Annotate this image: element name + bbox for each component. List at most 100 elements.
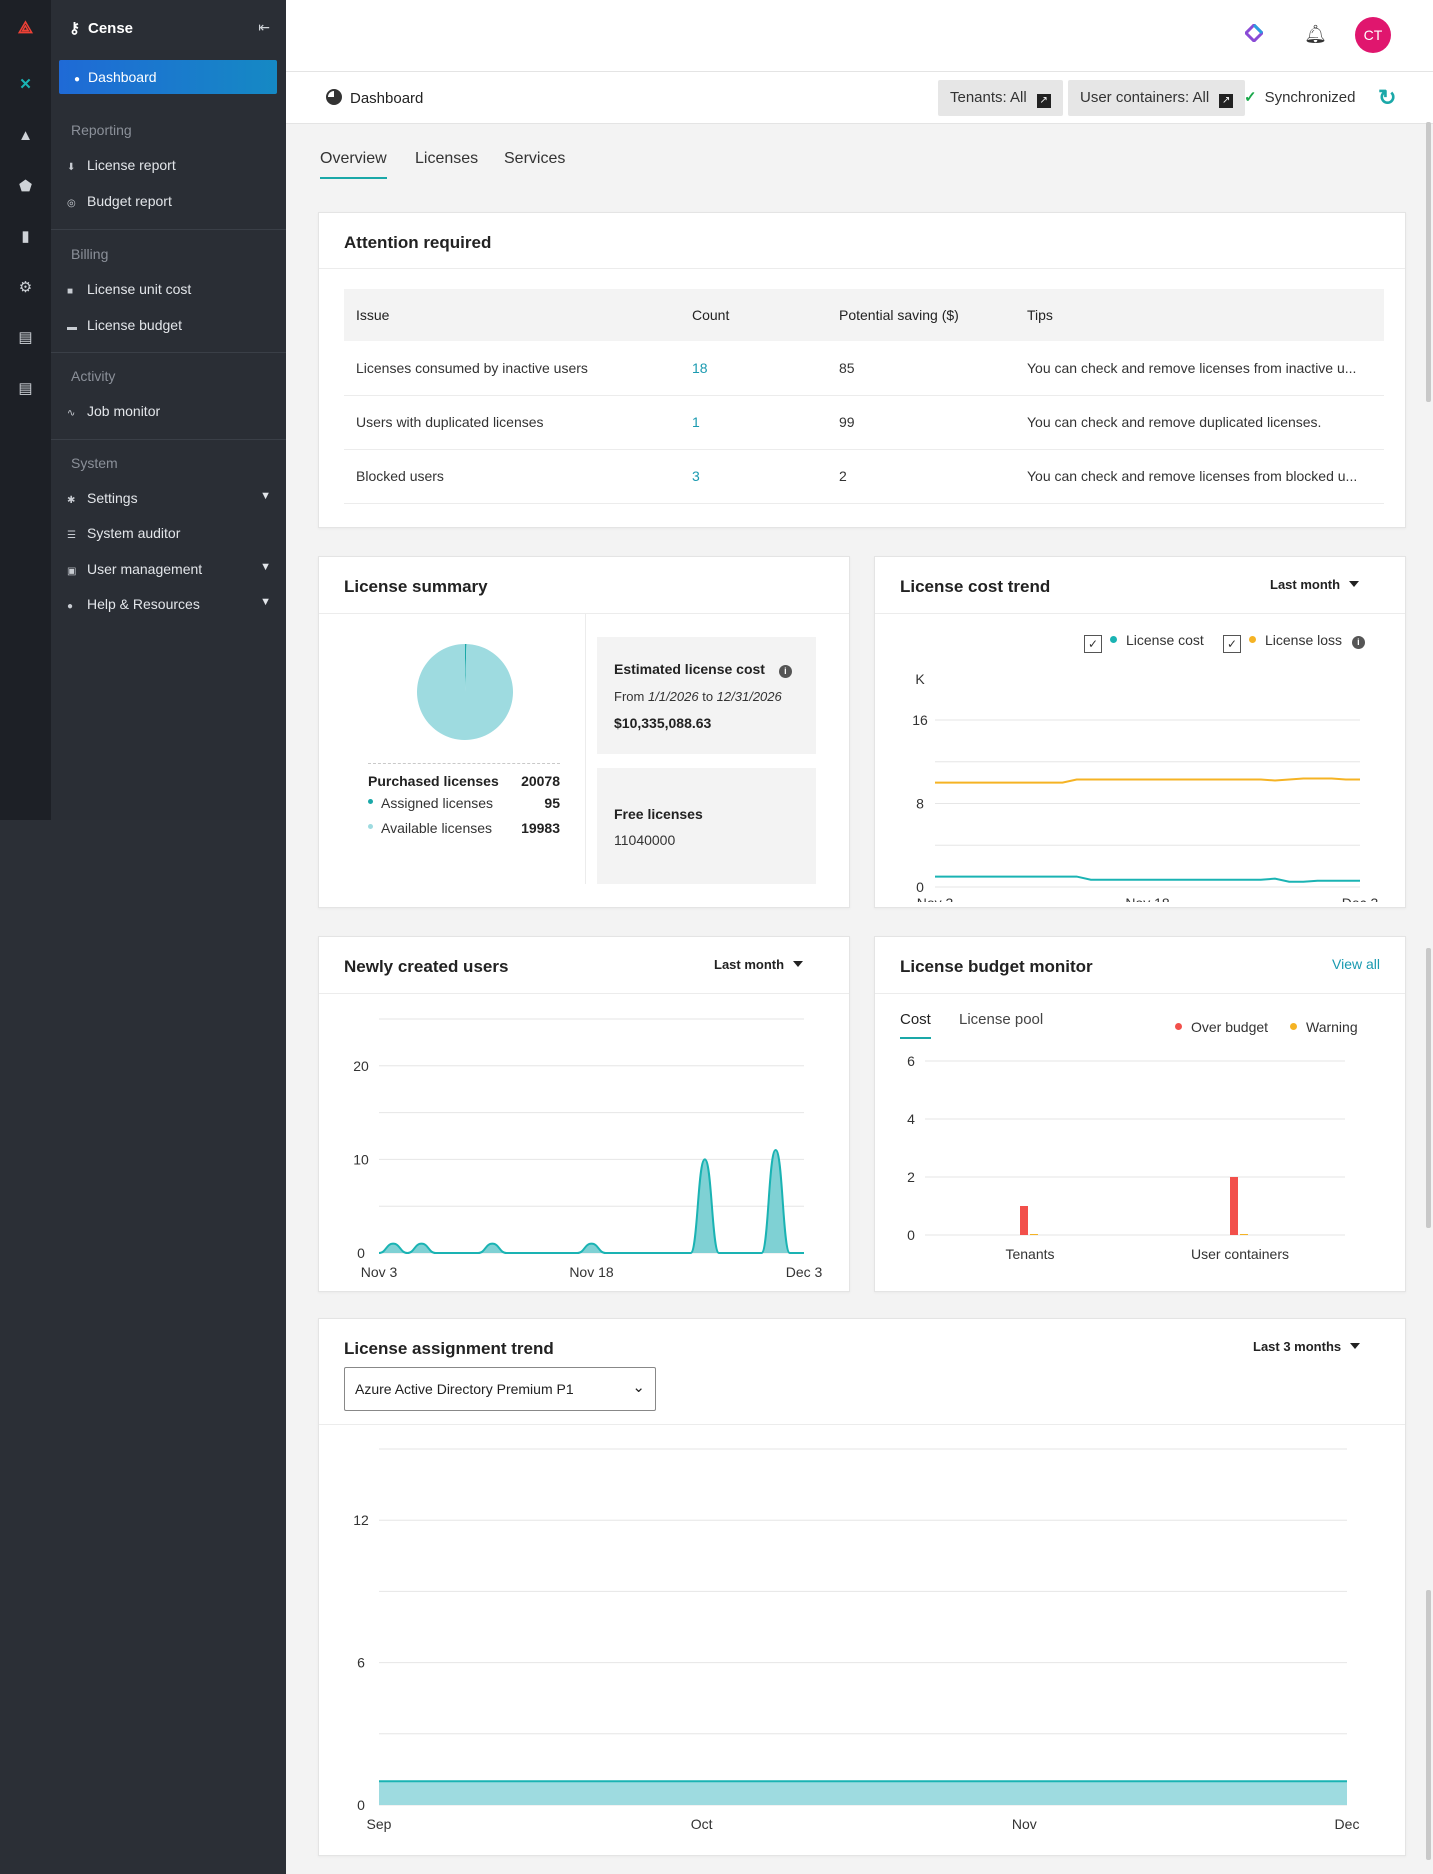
scrollbar[interactable] bbox=[1426, 122, 1431, 402]
estimated-cost-value: $10,335,088.63 bbox=[614, 715, 712, 731]
assignment-range-dropdown[interactable]: Last 3 months bbox=[1253, 1339, 1360, 1354]
list-icon: ☰ bbox=[67, 530, 76, 541]
tab-cost[interactable]: Cost bbox=[900, 1011, 931, 1039]
bell-icon[interactable]: 🔔︎ bbox=[1304, 24, 1327, 44]
refresh-icon[interactable]: ↻ bbox=[1378, 85, 1397, 110]
info-icon[interactable]: i bbox=[1351, 636, 1365, 649]
new-users-range-dropdown[interactable]: Last month bbox=[714, 957, 803, 972]
sidebar-item-settings[interactable]: ✱ Settings ▼ bbox=[67, 490, 271, 506]
external-link-icon: ↗ bbox=[1219, 94, 1234, 108]
sidebar-item-dashboard[interactable]: ● Dashboard bbox=[59, 60, 277, 94]
y-tick-label: 0 bbox=[357, 1245, 365, 1261]
sidebar-item-job-monitor[interactable]: ∿ Job monitor bbox=[67, 403, 161, 419]
users-icon: ▣ bbox=[67, 566, 77, 577]
loss-legend-item[interactable]: ✓ License loss i bbox=[1223, 632, 1365, 653]
check-icon: ✓ bbox=[1244, 89, 1257, 106]
dashboard-rail-icon[interactable]: ✕ bbox=[19, 76, 32, 93]
checkbox-checked-icon[interactable]: ✓ bbox=[1084, 635, 1102, 653]
series-line bbox=[935, 777, 1360, 784]
building-icon[interactable]: ▮ bbox=[21, 228, 30, 245]
bar bbox=[1230, 1177, 1238, 1235]
warning-legend: Warning bbox=[1290, 1019, 1358, 1035]
tips-cell: You can check and remove licenses from i… bbox=[1015, 341, 1384, 396]
gear-icon: ✱ bbox=[67, 495, 76, 506]
shield-icon[interactable]: ⬟ bbox=[18, 178, 33, 195]
external-link-icon: ↗ bbox=[1036, 94, 1051, 108]
sidebar-item-help-resources[interactable]: ● Help & Resources ▼ bbox=[67, 596, 271, 612]
y-tick-label: 8 bbox=[916, 796, 924, 812]
series-area bbox=[379, 1150, 804, 1253]
new-users-chart: 0 10 20 Nov 3 Nov 18 Dec 3 bbox=[353, 1018, 823, 1280]
target-icon: ◎ bbox=[67, 198, 76, 209]
tab-overview[interactable]: Overview bbox=[320, 150, 387, 179]
cost-legend-item[interactable]: ✓ License cost bbox=[1084, 632, 1204, 653]
cost-trend-range-dropdown[interactable]: Last month bbox=[1270, 577, 1359, 592]
tenants-filter-button[interactable]: Tenants: All ↗ bbox=[938, 80, 1063, 116]
document-icon[interactable]: ▤ bbox=[18, 329, 33, 346]
chevron-down-icon: ⌄ bbox=[632, 1379, 645, 1396]
pie-chart-icon bbox=[326, 89, 342, 105]
legend-dot bbox=[1249, 636, 1256, 643]
saving-cell: 2 bbox=[827, 449, 1015, 504]
column-header: Count bbox=[680, 289, 827, 341]
sidebar-item-user-management[interactable]: ▣ User management ▼ bbox=[67, 561, 271, 577]
bar bbox=[1030, 1234, 1038, 1235]
cost-trend-chart: K 0 8 16 Nov 3 Nov 18 Dec 3 bbox=[912, 671, 1379, 902]
x-tick-label: Nov 3 bbox=[361, 1264, 398, 1280]
bar bbox=[1020, 1206, 1028, 1235]
scrollbar[interactable] bbox=[1426, 1590, 1431, 1860]
assignment-trend-card: License assignment trend Last 3 months A… bbox=[318, 1318, 1406, 1856]
collapse-sidebar-icon[interactable]: ⇤ bbox=[258, 19, 270, 35]
tab-services[interactable]: Services bbox=[504, 150, 566, 167]
issue-cell: Blocked users bbox=[344, 449, 680, 504]
y-tick-label: 6 bbox=[907, 1053, 915, 1069]
tab-license-pool[interactable]: License pool bbox=[959, 1011, 1044, 1028]
scrollbar[interactable] bbox=[1426, 948, 1431, 1228]
app-brand[interactable]: ⚷ Cense bbox=[69, 20, 134, 37]
square-icon: ■ bbox=[67, 286, 74, 297]
sidebar-item-license-budget[interactable]: ▬ License budget bbox=[67, 317, 182, 333]
x-tick-label: Sep bbox=[367, 1816, 392, 1832]
sidebar-item-budget-report[interactable]: ◎ Budget report bbox=[67, 193, 172, 209]
count-link[interactable]: 18 bbox=[680, 341, 827, 396]
app-logo-icon[interactable]: ⟁ bbox=[17, 18, 34, 37]
attention-title: Attention required bbox=[344, 233, 492, 252]
view-all-link[interactable]: View all bbox=[1332, 956, 1380, 972]
report-icon[interactable]: ▤ bbox=[18, 380, 33, 397]
product-select[interactable]: Azure Active Directory Premium P1 ⌄ bbox=[344, 1367, 656, 1411]
table-row: Users with duplicated licenses 1 99 You … bbox=[344, 395, 1384, 450]
x-tick-label: Nov bbox=[1012, 1816, 1037, 1832]
sync-status: ✓ Synchronized bbox=[1244, 89, 1356, 106]
column-header: Potential saving ($) bbox=[827, 289, 1015, 341]
product-logo-icon[interactable] bbox=[1245, 24, 1263, 42]
series-line bbox=[935, 875, 1360, 883]
y-tick-label: 12 bbox=[353, 1512, 369, 1528]
new-users-card: Newly created users Last month 0 10 20 Nov … bbox=[318, 936, 850, 1292]
issue-cell: Users with duplicated licenses bbox=[344, 395, 680, 450]
dashboard-dot-icon: ● bbox=[74, 74, 81, 85]
x-tick-label: Dec 3 bbox=[786, 1264, 823, 1280]
breadcrumb: Dashboard Tenants: All ↗ User containers:… bbox=[286, 72, 1433, 124]
warning-icon[interactable]: ▲ bbox=[18, 127, 33, 144]
sidebar-item-license-report[interactable]: ⬇ License report bbox=[67, 157, 176, 173]
x-tick-label: Dec 3 bbox=[1342, 895, 1379, 902]
sidebar-item-license-unit-cost[interactable]: ■ License unit cost bbox=[67, 281, 192, 297]
column-header: Issue bbox=[344, 289, 680, 341]
over-budget-legend: Over budget bbox=[1175, 1019, 1268, 1035]
checkbox-checked-icon[interactable]: ✓ bbox=[1223, 635, 1241, 653]
sidebar-item-system-auditor[interactable]: ☰ System auditor bbox=[67, 525, 181, 541]
count-link[interactable]: 1 bbox=[680, 395, 827, 450]
estimated-cost-box: Estimated license cost i From 1/1/2026 t… bbox=[597, 637, 816, 754]
nav-divider bbox=[51, 229, 286, 230]
user-containers-filter-button[interactable]: User containers: All ↗ bbox=[1068, 80, 1246, 116]
avatar[interactable]: CT bbox=[1355, 17, 1391, 53]
count-link[interactable]: 3 bbox=[680, 449, 827, 504]
tab-licenses[interactable]: Licenses bbox=[415, 150, 479, 167]
new-users-title: Newly created users bbox=[344, 957, 509, 976]
nav-section-activity: Activity bbox=[71, 368, 116, 384]
gear-rail-icon[interactable]: ⚙ bbox=[18, 279, 33, 296]
y-tick-label: 20 bbox=[353, 1058, 369, 1074]
chevron-down-icon: ▼ bbox=[260, 596, 271, 608]
available-legend-dot bbox=[368, 824, 373, 829]
info-icon[interactable]: i bbox=[778, 665, 792, 678]
